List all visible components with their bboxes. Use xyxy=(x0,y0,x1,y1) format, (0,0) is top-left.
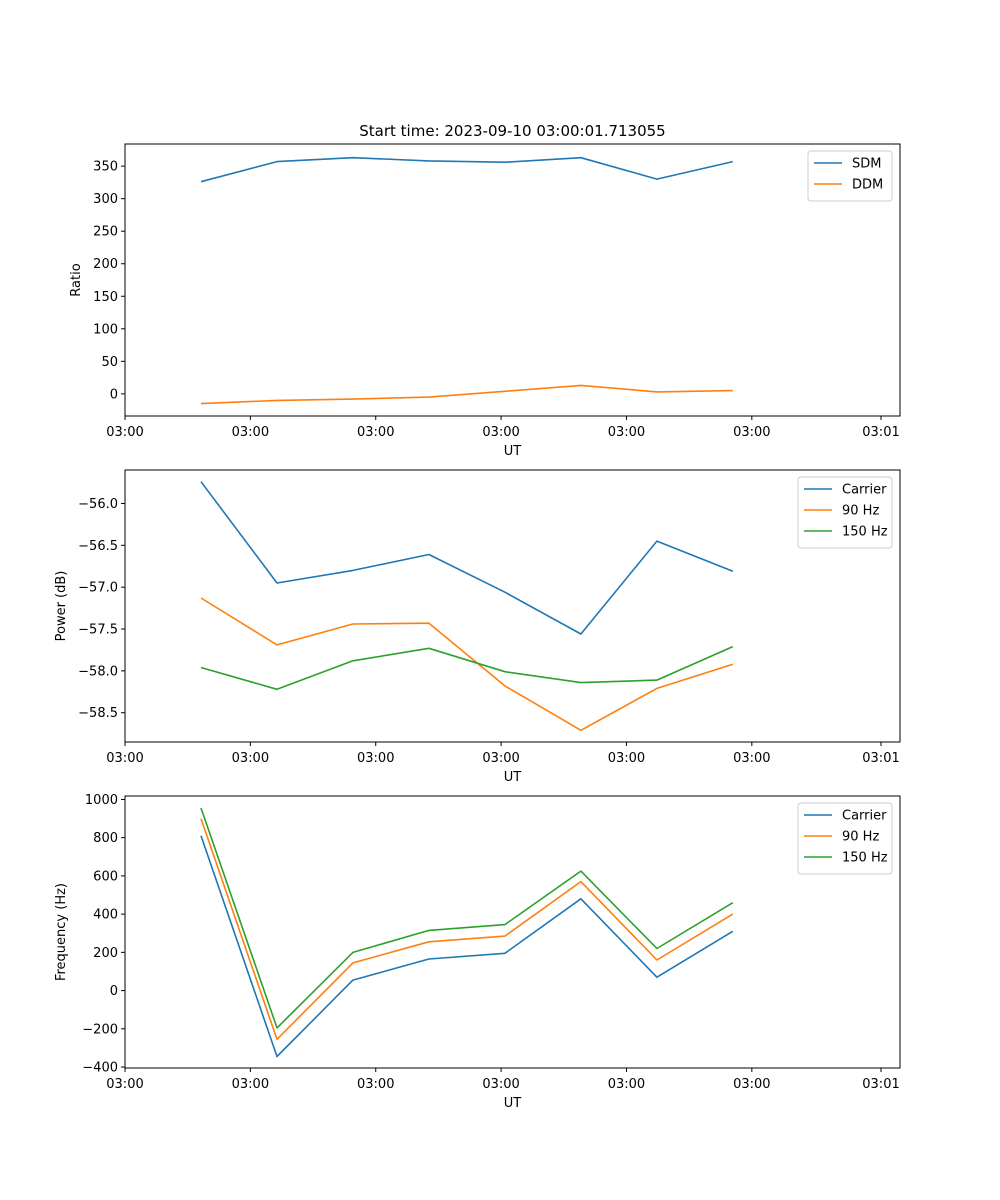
power-ytick-label: −57.0 xyxy=(78,581,118,596)
frequency-legend-label: 150 Hz xyxy=(842,851,888,866)
frequency-legend-label: 90 Hz xyxy=(842,830,879,845)
frequency-ytick-label: −400 xyxy=(82,1061,118,1076)
power-legend-label: Carrier xyxy=(842,483,887,498)
frequency-xtick-label: 03:00 xyxy=(106,1077,143,1092)
frequency-xtick-label: 03:00 xyxy=(733,1077,770,1092)
ratio-xtick-label: 03:00 xyxy=(232,425,269,440)
power-xtick-label: 03:00 xyxy=(357,751,394,766)
frequency-panel: −400 −200 0 200 400 600 800 1000 03:00 03:00 03:00… xyxy=(54,793,901,1111)
ratio-series-sdm-line xyxy=(200,156,733,183)
ratio-ylabel: Ratio xyxy=(69,263,84,296)
figure-title: Start time: 2023-09-10 03:00:01.713055 xyxy=(359,122,665,140)
power-ytick-label: −56.5 xyxy=(78,539,118,554)
power-xtick-label: 03:00 xyxy=(106,751,143,766)
frequency-ytick-label: 400 xyxy=(93,908,118,923)
power-legend-label: 90 Hz xyxy=(842,504,879,519)
frequency-ytick-label: −200 xyxy=(82,1022,118,1037)
ratio-xtick-label: 03:01 xyxy=(862,425,899,440)
ratio-xtick-label: 03:00 xyxy=(733,425,770,440)
ratio-ytick-label: 350 xyxy=(93,160,118,175)
frequency-ytick-label: 0 xyxy=(110,984,118,999)
frequency-ytick-label: 600 xyxy=(93,869,118,884)
power-series-carrier-line xyxy=(200,481,734,635)
power-series-90-hz-line xyxy=(200,597,734,732)
ratio-axes-frame xyxy=(124,143,901,417)
frequency-legend-label: Carrier xyxy=(842,809,887,824)
power-xtick-label: 03:00 xyxy=(482,751,519,766)
frequency-series-carrier-line xyxy=(200,835,734,1058)
ratio-ytick-label: 50 xyxy=(101,355,118,370)
ratio-xlabel: UT xyxy=(504,444,522,459)
frequency-ylabel: Frequency (Hz) xyxy=(54,883,69,981)
power-ytick-label: −57.5 xyxy=(78,623,118,638)
ratio-panel: 0 50 100 150 200 250 300 350 03:00 03:00 03:00 03:0… xyxy=(69,143,901,459)
frequency-series-90-hz-line xyxy=(200,818,734,1041)
ratio-xtick-label: 03:00 xyxy=(482,425,519,440)
power-xtick-label: 03:01 xyxy=(862,751,899,766)
power-xtick-label: 03:00 xyxy=(608,751,645,766)
power-legend-label: 150 Hz xyxy=(842,525,888,540)
frequency-ytick-label: 800 xyxy=(93,831,118,846)
power-ytick-label: −58.5 xyxy=(78,706,118,721)
frequency-axes-frame xyxy=(124,795,901,1069)
ratio-ytick-label: 150 xyxy=(93,290,118,305)
power-panel: −56.0 −56.5 −57.0 −57.5 −58.0 −58.5 03:00 03:00… xyxy=(54,469,901,785)
power-ylabel: Power (dB) xyxy=(54,571,69,642)
power-xtick-label: 03:00 xyxy=(733,751,770,766)
frequency-ytick-label: 200 xyxy=(93,946,118,961)
ratio-ytick-label: 200 xyxy=(93,257,118,272)
power-ytick-label: −58.0 xyxy=(78,664,118,679)
frequency-xtick-label: 03:00 xyxy=(608,1077,645,1092)
ratio-ytick-label: 0 xyxy=(110,387,118,402)
frequency-xtick-label: 03:00 xyxy=(232,1077,269,1092)
frequency-ytick-label: 1000 xyxy=(85,793,118,808)
ratio-legend-label: SDM xyxy=(852,157,881,172)
power-axes-frame xyxy=(124,469,901,743)
ratio-ytick-label: 250 xyxy=(93,225,118,240)
frequency-xlabel: UT xyxy=(504,1096,522,1111)
power-ytick-label: −56.0 xyxy=(78,497,118,512)
power-xtick-label: 03:00 xyxy=(232,751,269,766)
power-xlabel: UT xyxy=(504,770,522,785)
frequency-xtick-label: 03:00 xyxy=(482,1077,519,1092)
ratio-ytick-label: 300 xyxy=(93,192,118,207)
frequency-xtick-label: 03:01 xyxy=(862,1077,899,1092)
ratio-xtick-label: 03:00 xyxy=(608,425,645,440)
frequency-series-150-hz-line xyxy=(200,807,734,1029)
ratio-legend-label: DDM xyxy=(852,178,883,193)
ratio-ytick-label: 100 xyxy=(93,322,118,337)
frequency-xtick-label: 03:00 xyxy=(357,1077,394,1092)
ratio-xtick-label: 03:00 xyxy=(106,425,143,440)
power-series-150-hz-line xyxy=(200,645,734,691)
ratio-series-ddm-line xyxy=(200,384,733,405)
ratio-xtick-label: 03:00 xyxy=(357,425,394,440)
